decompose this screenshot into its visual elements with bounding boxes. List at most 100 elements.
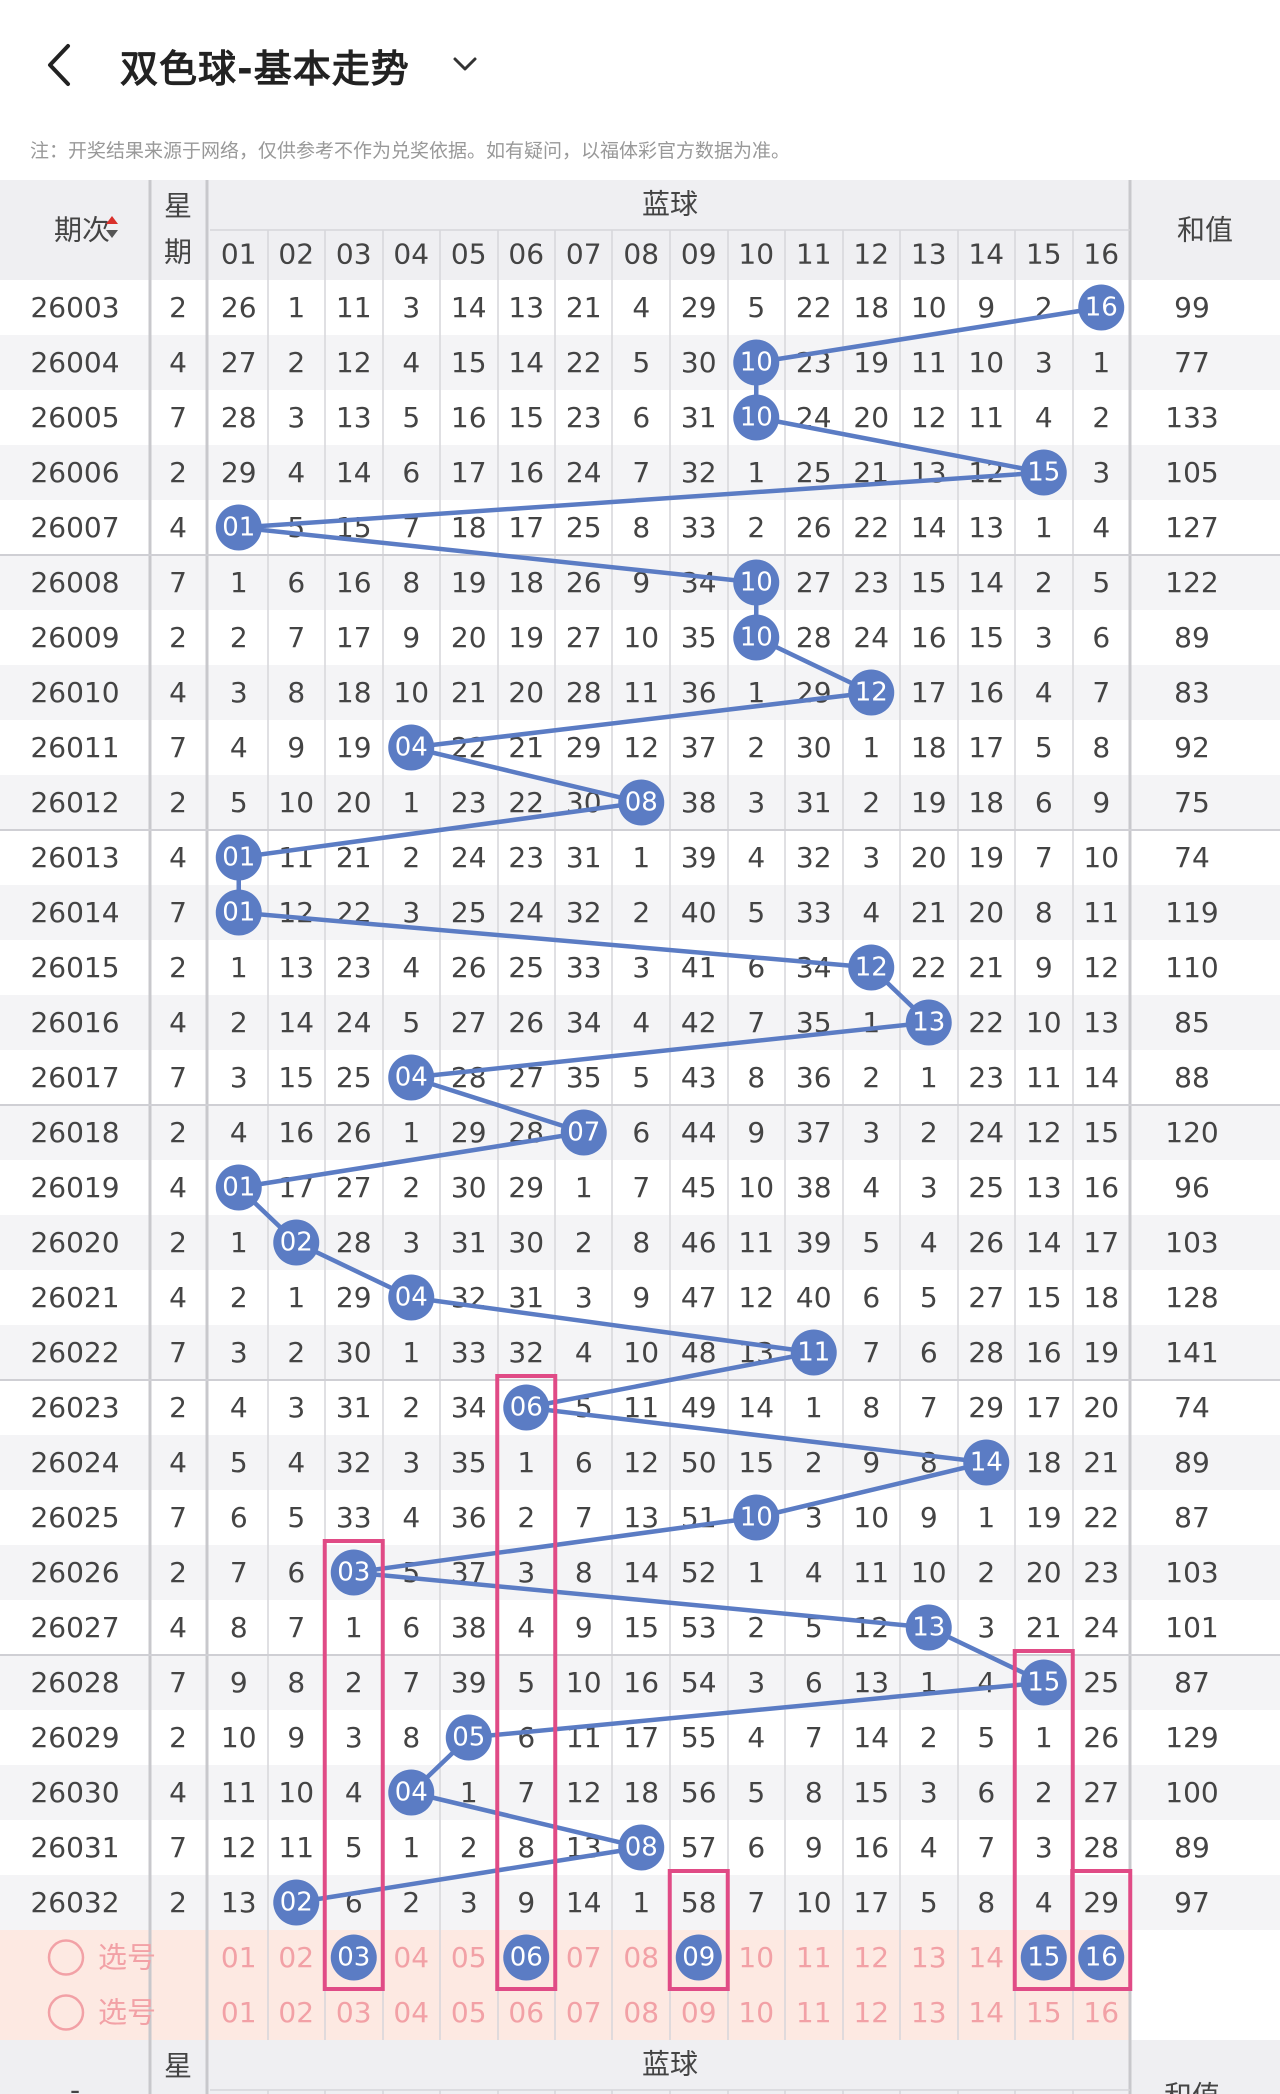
back-icon[interactable]	[40, 40, 80, 90]
selected-ball-label[interactable]: 16	[1085, 1943, 1118, 1973]
row-miss-count: 6	[1092, 621, 1110, 654]
select-ball-option[interactable]: 04	[393, 1941, 429, 1974]
hit-ball-label: 12	[855, 678, 888, 708]
row-miss-count: 4	[402, 1501, 420, 1534]
radio-empty-icon[interactable]	[47, 1939, 85, 1976]
row-miss-count: 11	[911, 346, 947, 379]
select-ball-option[interactable]: 16	[1083, 1996, 1119, 2029]
row-period: 26008	[30, 566, 119, 599]
row-sum: 89	[1174, 1446, 1210, 1479]
select-ball-option[interactable]: 13	[911, 1941, 947, 1974]
selected-ball[interactable]	[1020, 1934, 1067, 1981]
select-row-label[interactable]: 选号	[98, 1941, 156, 1975]
select-ball-option[interactable]: 15	[1026, 1996, 1062, 2029]
table-row-bg	[0, 1215, 1280, 1270]
select-ball-option[interactable]: 14	[968, 1996, 1004, 2029]
row-miss-count: 14	[566, 1886, 602, 1919]
select-ball-option[interactable]: 02	[278, 1996, 314, 2029]
select-ball-option[interactable]: 05	[451, 1941, 487, 1974]
row-period: 26029	[30, 1721, 119, 1754]
row-miss-count: 5	[345, 1831, 363, 1864]
select-ball-option[interactable]: 08	[623, 1996, 659, 2029]
radio-empty-icon[interactable]	[47, 1994, 85, 2031]
row-sum: 83	[1174, 676, 1210, 709]
sort-down-arrow	[106, 230, 118, 238]
row-miss-count: 2	[402, 1886, 420, 1919]
row-miss-count: 5	[230, 786, 248, 819]
row-miss-count: 1	[632, 841, 650, 874]
row-miss-count: 35	[566, 1061, 602, 1094]
selected-ball-label[interactable]: 15	[1027, 1943, 1060, 1973]
select-ball-option[interactable]: 03	[336, 1996, 372, 2029]
row-miss-count: 15	[1083, 1116, 1119, 1149]
header-ball-col: 04	[393, 238, 429, 271]
row-miss-count: 9	[977, 291, 995, 324]
selected-ball-label[interactable]: 06	[510, 1943, 543, 1973]
selected-ball-label[interactable]: 09	[682, 1943, 715, 1973]
select-ball-option[interactable]: 05	[451, 1996, 487, 2029]
row-miss-count: 20	[1083, 1391, 1119, 1424]
select-ball-option[interactable]: 07	[566, 1996, 602, 2029]
row-miss-count: 2	[402, 1391, 420, 1424]
row-miss-count: 10	[911, 291, 947, 324]
select-ball-option[interactable]: 01	[221, 1941, 257, 1974]
row-miss-count: 9	[402, 621, 420, 654]
select-ball-option[interactable]: 12	[853, 1941, 889, 1974]
row-miss-count: 14	[623, 1556, 659, 1589]
row-miss-count: 2	[402, 1171, 420, 1204]
hit-ball	[848, 944, 895, 991]
select-ball-option[interactable]: 09	[681, 1996, 717, 2029]
row-miss-count: 11	[1026, 1061, 1062, 1094]
row-miss-count: 14	[508, 346, 544, 379]
row-sum: 100	[1165, 1776, 1218, 1809]
hit-ball-label: 10	[740, 623, 773, 653]
table-row-bg	[0, 1270, 1280, 1325]
row-miss-count: 18	[623, 1776, 659, 1809]
chevron-down-icon[interactable]	[450, 52, 480, 76]
select-ball-option[interactable]: 06	[508, 1996, 544, 2029]
select-row-label[interactable]: 选号	[98, 1996, 156, 2030]
select-ball-option[interactable]: 07	[566, 1941, 602, 1974]
select-ball-option[interactable]: 08	[623, 1941, 659, 1974]
select-ball-option[interactable]: 12	[853, 1996, 889, 2029]
select-ball-option[interactable]: 01	[221, 1996, 257, 2029]
hit-ball	[215, 1164, 262, 1211]
table-row-bg	[0, 720, 1280, 775]
row-miss-count: 46	[681, 1226, 717, 1259]
hit-ball	[733, 339, 780, 386]
row-miss-count: 34	[451, 1391, 487, 1424]
hit-ball	[905, 1604, 952, 1651]
selected-ball[interactable]	[1078, 1934, 1125, 1981]
row-miss-count: 2	[575, 1226, 593, 1259]
hit-ball	[848, 669, 895, 716]
highlight-cell-box	[1070, 1869, 1133, 1991]
selected-ball[interactable]	[675, 1934, 722, 1981]
row-miss-count: 9	[747, 1116, 765, 1149]
row-miss-count: 18	[508, 566, 544, 599]
row-week: 7	[169, 731, 187, 764]
row-miss-count: 2	[977, 1556, 995, 1589]
selected-ball[interactable]	[330, 1934, 377, 1981]
select-ball-option[interactable]: 11	[796, 1996, 832, 2029]
select-ball-option[interactable]: 13	[911, 1996, 947, 2029]
hit-ball	[1020, 1659, 1067, 1706]
select-ball-option[interactable]: 04	[393, 1996, 429, 2029]
selected-ball-label[interactable]: 03	[337, 1943, 370, 1973]
row-miss-count: 18	[911, 731, 947, 764]
row-miss-count: 54	[681, 1666, 717, 1699]
table-row-bg	[0, 1325, 1280, 1380]
footer-sum: 和值	[1164, 2080, 1220, 2094]
select-ball-option[interactable]: 14	[968, 1941, 1004, 1974]
select-ball-option[interactable]: 02	[278, 1941, 314, 1974]
select-ball-option[interactable]: 10	[738, 1941, 774, 1974]
select-ball-option[interactable]: 10	[738, 1996, 774, 2029]
row-sum: 75	[1174, 786, 1210, 819]
select-ball-option[interactable]: 11	[796, 1941, 832, 1974]
row-miss-count: 22	[968, 1006, 1004, 1039]
row-miss-count: 39	[451, 1666, 487, 1699]
selected-ball[interactable]	[503, 1934, 550, 1981]
sort-updown-icon[interactable]	[106, 216, 118, 238]
row-miss-count: 29	[796, 676, 832, 709]
row-miss-count: 6	[287, 566, 305, 599]
row-miss-count: 3	[862, 841, 880, 874]
